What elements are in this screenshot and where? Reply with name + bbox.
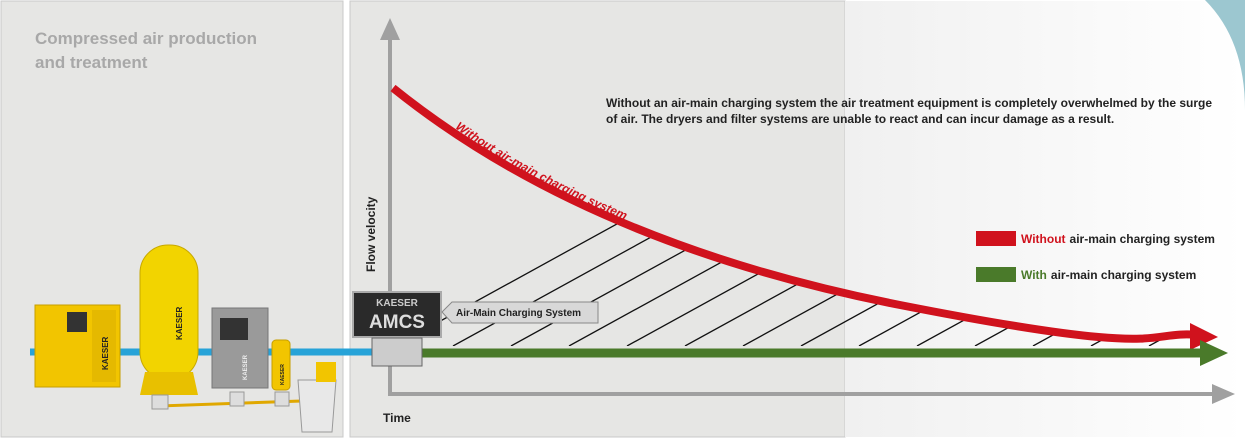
valve [152,395,168,409]
machine-label: KAESER [243,354,249,380]
legend-text: air-main charging system [1051,268,1196,282]
amcs-base [372,338,422,366]
panel [220,318,248,340]
valve [275,392,289,406]
callout-text: Air-Main Charging System [456,308,581,319]
legend-emphasis: Without [1021,232,1066,246]
legend-text: air-main charging system [1070,232,1215,246]
y-axis-label: Flow velocity [364,196,378,272]
machine-label: KAESER [280,364,286,385]
machine-label: KAESER [101,336,110,370]
chart-panel [350,1,845,437]
legend-emphasis: With [1021,268,1047,282]
separator [298,380,336,432]
diagram: Compressed air production and treatment … [0,0,1245,438]
panel-title: Compressed air production [35,29,257,48]
amcs-brand: KAESER [376,298,418,309]
amcs-name: AMCS [369,312,425,333]
description: Without an air-main charging system the … [606,95,1216,127]
panel-title: and treatment [35,53,148,72]
legend-swatch [976,231,1016,246]
air-receiver [140,245,198,380]
legend-item: Without air-main charging system [1021,232,1215,246]
chart-panel-light [845,1,1245,437]
legend-swatch [976,267,1016,282]
panel [67,312,87,332]
separator-top [316,362,336,382]
x-axis-label: Time [383,411,411,425]
page: Compressed air production and treatment … [0,0,1245,438]
valve [230,392,244,406]
tank-legs [140,372,198,395]
machine-label: KAESER [175,306,184,340]
